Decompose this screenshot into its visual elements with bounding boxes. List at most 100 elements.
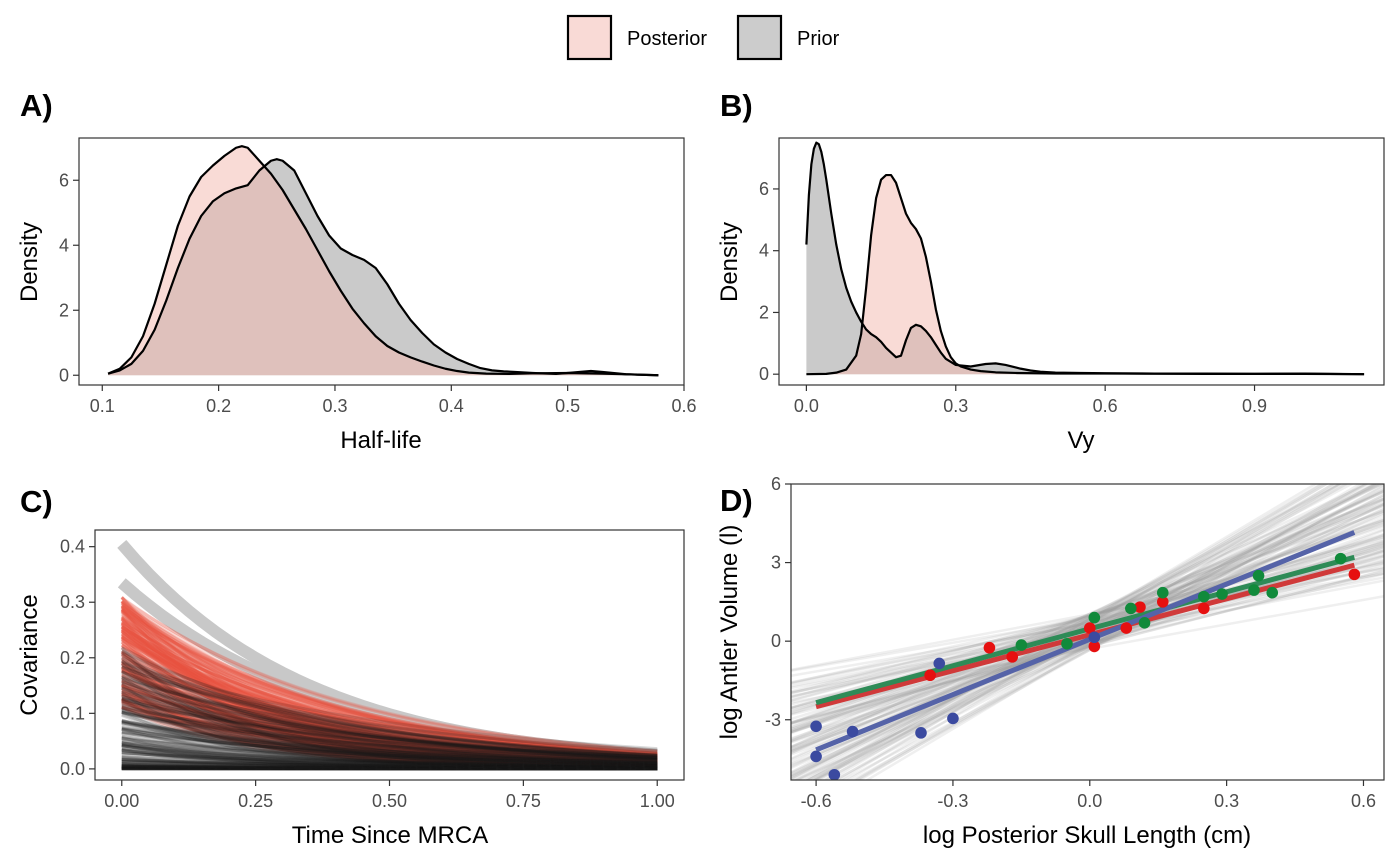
- panel-c-prior-curve-29: [121, 659, 658, 760]
- panel-c-posterior-curve-131: [120, 633, 658, 763]
- panel-d-posterior-line-41: [791, 537, 1384, 695]
- panel-c-prior-curve-105: [121, 698, 658, 770]
- panel-c-prior-curve-73: [121, 727, 658, 766]
- panel-a-ytick-label-0: 0: [59, 365, 69, 385]
- panel-c-prior-curve-135: [121, 751, 658, 769]
- panel-c-posterior-curve-183: [120, 610, 658, 758]
- panel-c-prior-curve-55: [121, 677, 658, 756]
- panel-b-ytick-label-1: 2: [759, 302, 769, 322]
- panel-c-posterior-curve-104: [120, 626, 658, 757]
- panel-c-posterior-curve-46: [121, 655, 658, 764]
- panel-d-point-red-6: [1134, 601, 1146, 613]
- panel-c-prior-curve-66: [121, 680, 658, 760]
- panel-d-posterior-line-29: [791, 484, 1355, 780]
- panel-c-prior-curve-37: [121, 748, 658, 771]
- panel-a-ylabel: Density: [16, 222, 43, 302]
- panel-c-posterior-curve-187: [121, 692, 658, 763]
- panel-c-posterior-curve-7: [121, 664, 658, 763]
- panel-d-posterior-line-71: [791, 535, 1384, 699]
- panel-c-posterior-curve-151: [120, 630, 658, 765]
- panel-d-fit-line-blue: [815, 530, 1356, 753]
- panel-c-prior-curve-102: [121, 682, 658, 760]
- panel-c-prior-curve-192: [121, 765, 658, 771]
- panel-c-posterior-curve-150: [120, 609, 658, 766]
- panel-c-prior-curve-138: [121, 710, 658, 762]
- panel-c-posterior-curve-63: [121, 643, 658, 762]
- panel-c-prior-curve-147: [121, 663, 658, 757]
- panel-c-prior-curve-47: [121, 697, 658, 761]
- panel-c-posterior-curve-209: [121, 699, 658, 770]
- panel-c-prior-curve-72: [121, 699, 658, 759]
- panel-c-prior-curve-85: [121, 668, 658, 753]
- panel-c-prior-curve-5: [121, 759, 658, 770]
- panel-d-point-green-9: [1252, 569, 1265, 582]
- panel-c-posterior-curve-107: [121, 697, 658, 770]
- panel-d-xtick-label-4: 0.6: [1351, 791, 1376, 811]
- panel-d-ylabel: log Antler Volume (l): [716, 525, 743, 740]
- panel-c-prior-curve-10: [121, 709, 658, 768]
- panel-b-xtick-label-1: 0.3: [943, 396, 968, 416]
- panel-c-posterior-curve-10: [120, 604, 658, 757]
- panel-c-prior-curve-61: [121, 755, 658, 771]
- panel-c-prior-curve-190: [120, 652, 658, 768]
- panel-c-posterior-curve-39: [121, 669, 658, 767]
- panel-c-prior-curve-82: [121, 744, 658, 768]
- panel-c-prior-curve-127: [121, 665, 658, 757]
- panel-d-point-green-11: [1334, 552, 1347, 565]
- panel-c-prior-curve-119: [121, 646, 658, 760]
- panel-c-posterior-curve-28: [120, 661, 658, 767]
- panel-c-posterior-curve-143: [120, 600, 658, 757]
- panel-c-posterior-curve-8: [120, 629, 658, 769]
- panel-c-prior-curve-24: [121, 734, 658, 769]
- panel-d-posterior-line-9: [816, 484, 1318, 780]
- panel-c-posterior-curve-96: [121, 683, 658, 765]
- panel-c-prior-curve-95: [121, 719, 658, 764]
- panel-c-posterior-curve-54: [120, 624, 658, 764]
- panel-c-prior-curve-40: [121, 766, 658, 771]
- panel-c-posterior-curve-78: [120, 608, 658, 762]
- panel-d-xtick-label-0: -0.6: [801, 791, 832, 811]
- panel-c-posterior-curve-136: [120, 625, 658, 758]
- panel-c-prior-curve-22: [121, 741, 658, 769]
- panel-c-posterior-curve-197: [121, 695, 658, 766]
- panel-c-prior-curve-91: [121, 765, 658, 771]
- panel-c-posterior-curve-27: [120, 649, 658, 768]
- panel-c-posterior-curve-81: [120, 626, 658, 765]
- panel-c-prior-curve-79: [121, 721, 658, 768]
- panel-c-posterior-curve-163: [121, 687, 658, 769]
- panel-c-prior-curve-64: [121, 710, 658, 770]
- panel-c-prior-curve-4: [121, 741, 658, 770]
- panel-c-prior-curve-130: [121, 758, 658, 770]
- panel-c-prior-curve-108: [121, 718, 658, 770]
- panel-d-posterior-line-68: [791, 501, 1384, 734]
- panel-c-posterior-curve-125: [121, 705, 658, 770]
- panel-c-posterior-curve-38: [120, 641, 658, 766]
- panel-c-prior-curve-140: [121, 730, 658, 769]
- panel-c-prior-curve-103: [120, 691, 658, 770]
- panel-a-ytick-label-2: 4: [59, 235, 69, 255]
- panel-c-posterior-curve-208: [120, 651, 658, 769]
- panel-d-point-green-10: [1266, 586, 1279, 599]
- panel-c-xtick-label-0: 0.00: [104, 791, 139, 811]
- panel-c-prior-curve-65: [121, 706, 658, 759]
- panel-b-ytick-label-3: 6: [759, 179, 769, 199]
- panel-c-posterior-curve-68: [120, 651, 658, 769]
- panel-c-posterior-curve-119: [121, 683, 658, 766]
- panel-b-ytick-label-0: 0: [759, 364, 769, 384]
- panel-c-posterior-curve-185: [120, 611, 658, 767]
- panel-c-prior-curve-31: [121, 727, 658, 766]
- panel-d-posterior-line-20: [791, 543, 1384, 702]
- panel-c-posterior-curve-127: [121, 680, 658, 762]
- panel-b-xlabel: Vy: [1067, 427, 1094, 454]
- panel-c-prior-curve-100: [121, 649, 658, 762]
- panel-c-prior-curve-30: [121, 755, 658, 770]
- panel-c-prior-curve-195: [121, 764, 658, 771]
- panel-c-posterior-curve-154: [120, 606, 658, 757]
- panel-c-posterior-curve-23: [120, 659, 658, 768]
- panel-d-xlabel: log Posterior Skull Length (cm): [923, 822, 1251, 849]
- panel-c-posterior-curve-121: [121, 676, 658, 765]
- panel-c-prior-curve-17: [121, 762, 658, 771]
- panel-a-xtick-label-1: 0.2: [206, 396, 231, 416]
- panel-c-posterior-curve-2: [120, 625, 658, 763]
- panel-c-posterior-curve-75: [121, 678, 658, 764]
